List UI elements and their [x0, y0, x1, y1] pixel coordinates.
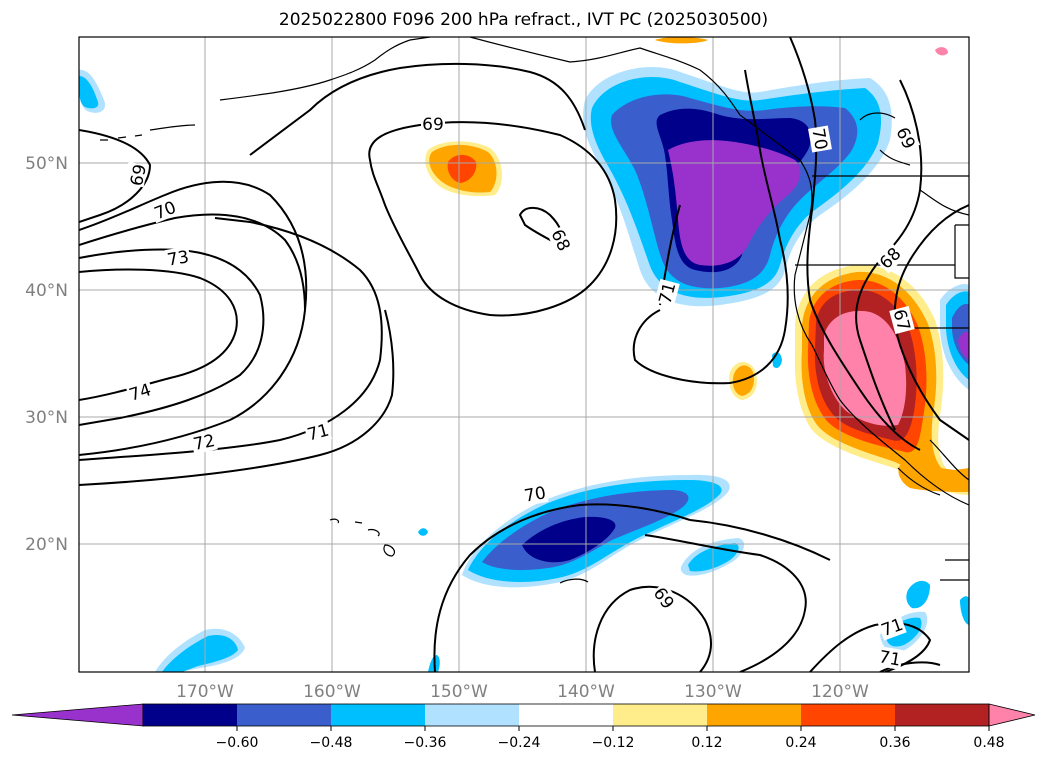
lon-label: 130°W: [684, 682, 742, 702]
colorbar-extend-min: [11, 703, 144, 727]
colorbar-tick-label: 0.48: [973, 735, 1004, 751]
colorbar-swatch: [237, 704, 332, 726]
colorbar-tick-label: 0.36: [879, 735, 910, 751]
colorbar-swatch: [519, 704, 614, 726]
map-frame: [78, 36, 970, 673]
colorbar-swatch: [143, 704, 238, 726]
colorbar-extend-max: [988, 703, 1036, 727]
contour-label: 70: [523, 483, 548, 506]
colorbar-tick-label: 0.24: [785, 735, 816, 751]
shading-other-positive: [425, 37, 948, 400]
map-title: 2025022800 F096 200 hPa refract., IVT PC…: [278, 10, 769, 30]
contour-label: 72: [192, 431, 217, 455]
coastlines: [100, 37, 969, 584]
lon-label: 160°W: [303, 682, 361, 702]
colorbar-swatch: [801, 704, 896, 726]
shading-subtropical-negative: [155, 352, 969, 672]
colorbar-swatch: [613, 704, 708, 726]
shading-east-edge: [940, 283, 969, 390]
colorbar-swatch: [707, 704, 802, 726]
colorbar: −0.60 −0.48 −0.36 −0.24 −0.12 0.12 0.24 0.36 0.4…: [11, 703, 1036, 751]
colorbar-swatch: [425, 704, 520, 726]
lon-label: 120°W: [811, 682, 869, 702]
colorbar-swatch: [331, 704, 426, 726]
contour-label: 73: [166, 247, 191, 270]
shading-west-edge-negative: [79, 69, 106, 113]
colorbar-frame: [142, 703, 990, 727]
colorbar-tick-label: −0.12: [592, 735, 635, 751]
lat-label: 50°N: [25, 154, 68, 174]
contour-label: 71: [877, 647, 902, 670]
lat-label: 40°N: [25, 281, 68, 301]
graticule: [79, 37, 969, 672]
shading-california-positive: [794, 264, 969, 495]
lon-label: 150°W: [430, 682, 488, 702]
colorbar-tick-label: −0.60: [216, 735, 259, 751]
contour-label: 70: [807, 127, 830, 152]
colorbar-tick-label: 0.12: [691, 735, 722, 751]
contour-label: 69: [422, 115, 444, 135]
contour-label: 69: [127, 163, 151, 188]
lon-label: 170°W: [176, 682, 234, 702]
lat-label: 20°N: [25, 535, 68, 555]
map-panel: 69 70 73 74 72 71 69 68 71 70 69 68 67: [79, 37, 969, 672]
colorbar-swatch: [895, 704, 990, 726]
colorbar-tick-label: −0.36: [404, 735, 447, 751]
colorbar-tick-label: −0.24: [498, 735, 541, 751]
lat-label: 30°N: [25, 408, 68, 428]
lon-label: 140°W: [557, 682, 615, 702]
longitude-labels: 170°W 160°W 150°W 140°W 130°W 120°W: [176, 682, 869, 702]
colorbar-tick-label: −0.48: [310, 735, 353, 751]
latitude-labels: 50°N 40°N 30°N 20°N: [25, 154, 68, 555]
